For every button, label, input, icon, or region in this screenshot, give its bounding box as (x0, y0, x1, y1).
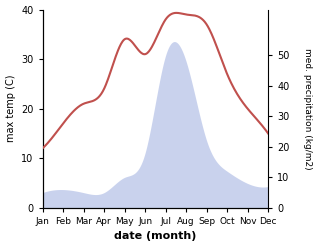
X-axis label: date (month): date (month) (114, 231, 197, 242)
Y-axis label: max temp (C): max temp (C) (5, 75, 16, 143)
Y-axis label: med. precipitation (kg/m2): med. precipitation (kg/m2) (303, 48, 313, 169)
